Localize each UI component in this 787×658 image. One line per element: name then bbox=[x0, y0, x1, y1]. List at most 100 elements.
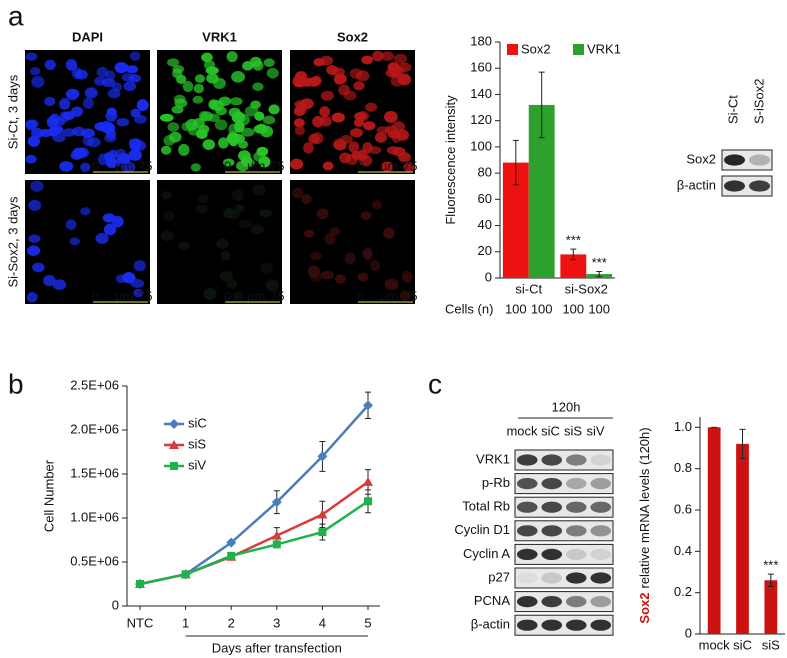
nucleus bbox=[338, 84, 350, 96]
blot-band bbox=[565, 572, 587, 584]
nucleus bbox=[231, 71, 245, 83]
nucleus bbox=[331, 112, 345, 123]
x-tick-label: si-Ct bbox=[515, 281, 542, 296]
blot-band bbox=[565, 478, 587, 490]
nucleus bbox=[320, 90, 334, 101]
nucleus bbox=[43, 275, 56, 287]
y-axis-label-text: relative mRNA levels (120h) bbox=[637, 427, 652, 588]
nucleus bbox=[198, 111, 209, 122]
series-line bbox=[139, 500, 369, 586]
micrograph: 0 µm 75 bbox=[25, 50, 152, 174]
nucleus bbox=[329, 226, 341, 236]
panel-letter: c bbox=[428, 368, 442, 399]
blot-band bbox=[516, 596, 538, 608]
lane-label: siC bbox=[541, 423, 560, 438]
x-tick-label: siS bbox=[762, 637, 780, 652]
nucleus bbox=[31, 127, 43, 139]
blot-band bbox=[590, 525, 612, 537]
nucleus bbox=[65, 219, 77, 230]
blot-row-label: Cyclin D1 bbox=[454, 522, 510, 537]
nucleus bbox=[84, 87, 98, 99]
blot-row-label: p-Rb bbox=[482, 475, 510, 490]
y-tick-label: 80 bbox=[478, 165, 492, 180]
blot-box bbox=[514, 473, 614, 495]
nucleus bbox=[294, 100, 307, 109]
nucleus bbox=[173, 94, 186, 104]
blot-band bbox=[565, 501, 587, 513]
nucleus bbox=[381, 161, 394, 172]
nucleus bbox=[190, 163, 201, 172]
blot-band bbox=[541, 596, 563, 608]
legend-swatch bbox=[573, 44, 584, 55]
nucleus bbox=[172, 65, 185, 74]
blot-band bbox=[590, 478, 612, 490]
nucleus bbox=[44, 59, 56, 71]
y-tick-label: 2.5E+06 bbox=[70, 377, 119, 392]
nucleus bbox=[207, 113, 220, 122]
blot-band bbox=[516, 619, 538, 631]
nucleus bbox=[230, 97, 243, 106]
nucleus bbox=[32, 262, 45, 273]
nucleus bbox=[357, 272, 369, 282]
nucleus bbox=[354, 118, 365, 127]
y-tick-label: 120 bbox=[470, 112, 492, 127]
scale-label: 0 bbox=[92, 288, 99, 303]
nucleus bbox=[160, 145, 172, 155]
nucleus bbox=[82, 135, 94, 147]
x-tick-label: NTC bbox=[127, 615, 154, 630]
scale-label: 0 bbox=[224, 158, 231, 173]
legend-label: siV bbox=[188, 457, 206, 472]
y-tick-label: 180 bbox=[470, 33, 492, 48]
nucleus bbox=[121, 161, 136, 173]
blot-band bbox=[541, 619, 563, 631]
nucleus bbox=[303, 229, 315, 238]
scale-label: 75 bbox=[138, 158, 152, 173]
legend-marker bbox=[169, 440, 179, 449]
marker bbox=[363, 476, 373, 486]
image-column-title: VRK1 bbox=[202, 29, 237, 44]
x-tick-label: siC bbox=[733, 637, 752, 652]
nucleus bbox=[107, 88, 121, 99]
nucleus bbox=[249, 56, 262, 67]
legend-swatch bbox=[507, 44, 518, 55]
y-tick-label: 0.4 bbox=[674, 543, 692, 558]
nucleus bbox=[259, 209, 272, 218]
error-bar bbox=[570, 248, 577, 261]
blot-band bbox=[590, 619, 612, 631]
bar bbox=[736, 443, 749, 634]
scale-label: µm bbox=[380, 158, 398, 173]
scale-label: µm bbox=[247, 158, 265, 173]
nucleus bbox=[133, 260, 146, 272]
y-tick-label: 140 bbox=[470, 86, 492, 101]
nucleus bbox=[369, 259, 381, 271]
scale-label: 0 bbox=[224, 288, 231, 303]
nucleus bbox=[294, 76, 307, 88]
nucleus bbox=[231, 189, 244, 201]
marker bbox=[226, 537, 237, 548]
nucleus bbox=[233, 291, 244, 300]
nucleus bbox=[234, 204, 245, 213]
lane-label: mock bbox=[506, 423, 538, 438]
micrograph: 0 µm 75 bbox=[157, 180, 284, 304]
nucleus bbox=[126, 65, 139, 74]
scale-label: 75 bbox=[403, 288, 417, 303]
blot-box bbox=[514, 591, 614, 613]
panel-letter: b bbox=[8, 368, 24, 399]
blot-band bbox=[516, 501, 538, 513]
nucleus bbox=[322, 161, 334, 171]
bar bbox=[560, 254, 587, 278]
nucleus bbox=[203, 287, 217, 300]
blot-row-label: β-actin bbox=[471, 617, 510, 632]
micrograph: 0 µm 75 bbox=[157, 50, 284, 174]
nucleus bbox=[178, 143, 190, 156]
nucleus bbox=[193, 83, 205, 94]
nucleus bbox=[215, 106, 227, 116]
nucleus bbox=[363, 121, 376, 131]
nucleus bbox=[241, 154, 253, 167]
micrograph: 0 µm 75 bbox=[290, 180, 417, 304]
nucleus bbox=[254, 111, 265, 121]
marker bbox=[317, 509, 328, 519]
micrograph: 0 µm 75 bbox=[25, 180, 152, 304]
nucleus bbox=[28, 199, 42, 211]
